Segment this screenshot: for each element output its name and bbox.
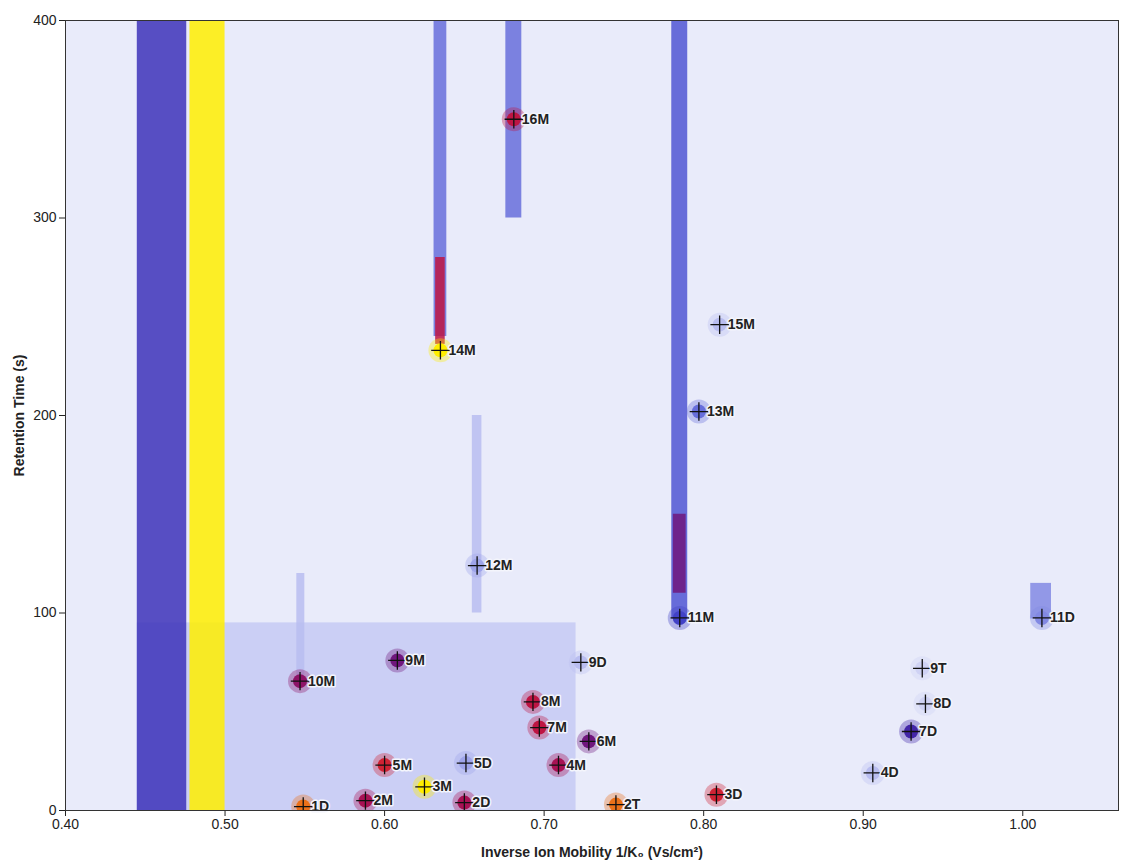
svg-text:11D: 11D — [1050, 609, 1075, 625]
svg-text:8M: 8M — [541, 693, 560, 709]
svg-text:7D: 7D — [919, 723, 937, 739]
svg-text:Inverse Ion Mobility 1/K₀ (Vs/: Inverse Ion Mobility 1/K₀ (Vs/cm²) — [481, 844, 703, 860]
svg-text:Retention Time (s): Retention Time (s) — [11, 355, 27, 477]
svg-text:12M: 12M — [485, 557, 512, 573]
svg-text:10M: 10M — [308, 673, 335, 689]
svg-text:200: 200 — [33, 407, 57, 423]
svg-text:400: 400 — [33, 12, 57, 28]
svg-text:5M: 5M — [393, 757, 412, 773]
svg-text:14M: 14M — [448, 342, 475, 358]
svg-text:1.00: 1.00 — [1009, 816, 1036, 832]
svg-text:0.90: 0.90 — [850, 816, 877, 832]
svg-text:6M: 6M — [597, 733, 616, 749]
svg-text:8D: 8D — [933, 695, 951, 711]
svg-text:0.40: 0.40 — [52, 816, 79, 832]
svg-text:5D: 5D — [474, 755, 492, 771]
svg-text:7M: 7M — [547, 719, 566, 735]
svg-text:3M: 3M — [432, 778, 451, 794]
svg-text:3D: 3D — [724, 786, 742, 802]
svg-text:2D: 2D — [472, 794, 490, 810]
svg-text:4M: 4M — [566, 757, 585, 773]
svg-text:0.70: 0.70 — [531, 816, 558, 832]
svg-text:2M: 2M — [373, 792, 392, 808]
svg-text:1D: 1D — [311, 798, 329, 814]
svg-text:11M: 11M — [688, 609, 714, 625]
svg-text:15M: 15M — [728, 316, 755, 332]
svg-text:9M: 9M — [405, 652, 424, 668]
svg-text:0.50: 0.50 — [211, 816, 238, 832]
svg-text:9D: 9D — [589, 654, 607, 670]
svg-text:16M: 16M — [522, 111, 549, 127]
svg-text:0: 0 — [48, 802, 57, 818]
svg-text:0.60: 0.60 — [371, 816, 398, 832]
svg-text:100: 100 — [33, 604, 57, 620]
svg-text:300: 300 — [33, 209, 57, 225]
svg-text:0.80: 0.80 — [690, 816, 717, 832]
svg-text:13M: 13M — [707, 403, 734, 419]
svg-text:9T: 9T — [930, 660, 947, 676]
svg-text:4D: 4D — [881, 764, 899, 780]
svg-text:2T: 2T — [624, 796, 641, 812]
